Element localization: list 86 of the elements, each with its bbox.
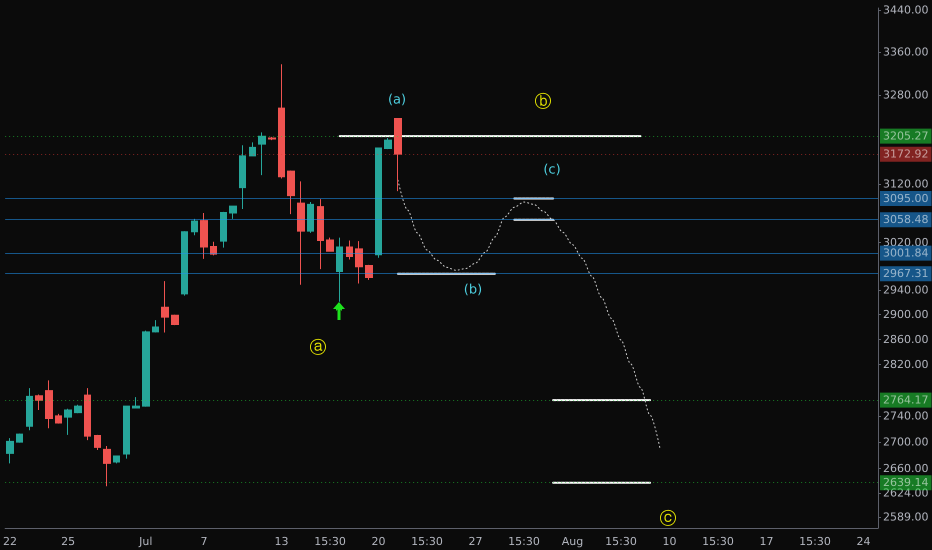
candlestick [317,198,324,270]
ref-line-label: 3058.48 [883,213,928,226]
y-tick-label: 2700.00 [883,436,928,449]
candlestick [229,206,237,220]
annotation: (c) [543,162,561,178]
y-tick-label: 2860.00 [883,332,928,346]
annotation: (b) [464,282,482,298]
ref-line-label: 2639.14 [883,476,928,490]
annotation: ⓑ [534,92,552,112]
candlestick [26,388,33,431]
candlestick [326,237,334,252]
candlestick [355,240,363,284]
x-tick-label: Jul [138,535,152,548]
ref-line-label: 2764.17 [883,394,928,407]
candlestick [142,330,150,408]
candlestick [181,230,188,296]
x-tick-label: 15:30 [799,535,831,548]
x-tick-label: 22 [2,535,17,548]
candlestick [16,433,23,444]
y-tick-label: 3020.00 [883,236,928,249]
y-tick-label: 2660.00 [883,462,928,476]
x-tick-label: Aug [562,535,584,548]
ref-line-label: 3095.00 [883,192,928,206]
x-tick-label: 15:30 [508,535,540,548]
candlestick [103,446,111,487]
candlestick [161,280,169,334]
annotation: (a) [388,92,406,108]
x-tick-label: 13 [274,535,289,548]
candlestick [200,212,208,260]
line-series [397,180,660,448]
candlestick [365,264,373,280]
annotation: ⓒ [660,509,676,529]
x-tick-label: 24 [856,535,870,548]
annotation: ⓐ [310,338,326,358]
x-tick-label: 15:30 [702,535,734,548]
candlestick [249,142,256,157]
y-tick-label: 2820.00 [883,358,928,372]
x-tick-label: 15:30 [411,535,443,548]
candlestick [268,136,276,141]
x-tick-label: 15:30 [314,535,346,548]
y-tick-label: 2940.00 [883,284,928,297]
candlestick [35,394,43,410]
candlestick [113,456,120,464]
y-tick-label: 2589.00 [883,510,928,524]
y-tick-label: 3120.00 [883,178,928,191]
candlestick [346,240,353,260]
candlestick [287,170,295,215]
candlestick [278,64,285,180]
candlestick [74,404,82,414]
candlestick [84,388,91,441]
candlestick [394,118,402,192]
candlestick [210,241,217,256]
x-tick-label: 7 [200,535,208,548]
candlestick [375,147,382,258]
ref-line-label: 3205.27 [883,130,928,143]
candlestick [258,132,266,176]
candlestick [171,314,179,326]
ref-line-label: 2967.31 [883,267,928,280]
candlestick [152,320,159,334]
candlestick [64,408,72,436]
ref-line-label: 3001.84 [883,246,928,260]
candlestick [239,144,246,210]
y-tick-label: 2740.00 [883,409,928,422]
candlestick [384,137,392,150]
candlestick [94,434,101,451]
x-tick-label: 17 [759,535,774,548]
candlestick [297,180,305,286]
candlestick [220,211,227,248]
x-tick-label: 10 [662,535,676,548]
candlestick [191,218,198,236]
candlestick [336,237,343,302]
candlestick [6,438,14,464]
x-tick-label: 27 [468,535,483,548]
candlestick [132,396,140,409]
candlestick [123,406,130,460]
y-tick-label: 2900.00 [883,308,928,322]
y-tick-label: 3280.00 [883,88,928,102]
x-tick-label: 20 [372,535,386,548]
candlestick [45,380,53,429]
x-tick-label: 15:30 [605,535,637,548]
y-tick-label: 3360.00 [883,46,928,59]
candlestick [55,413,62,424]
x-tick-label: 25 [61,535,76,548]
candlestick [307,202,314,234]
ref-line-label: 3172.92 [883,148,928,161]
y-tick-label: 3440.00 [883,4,928,17]
